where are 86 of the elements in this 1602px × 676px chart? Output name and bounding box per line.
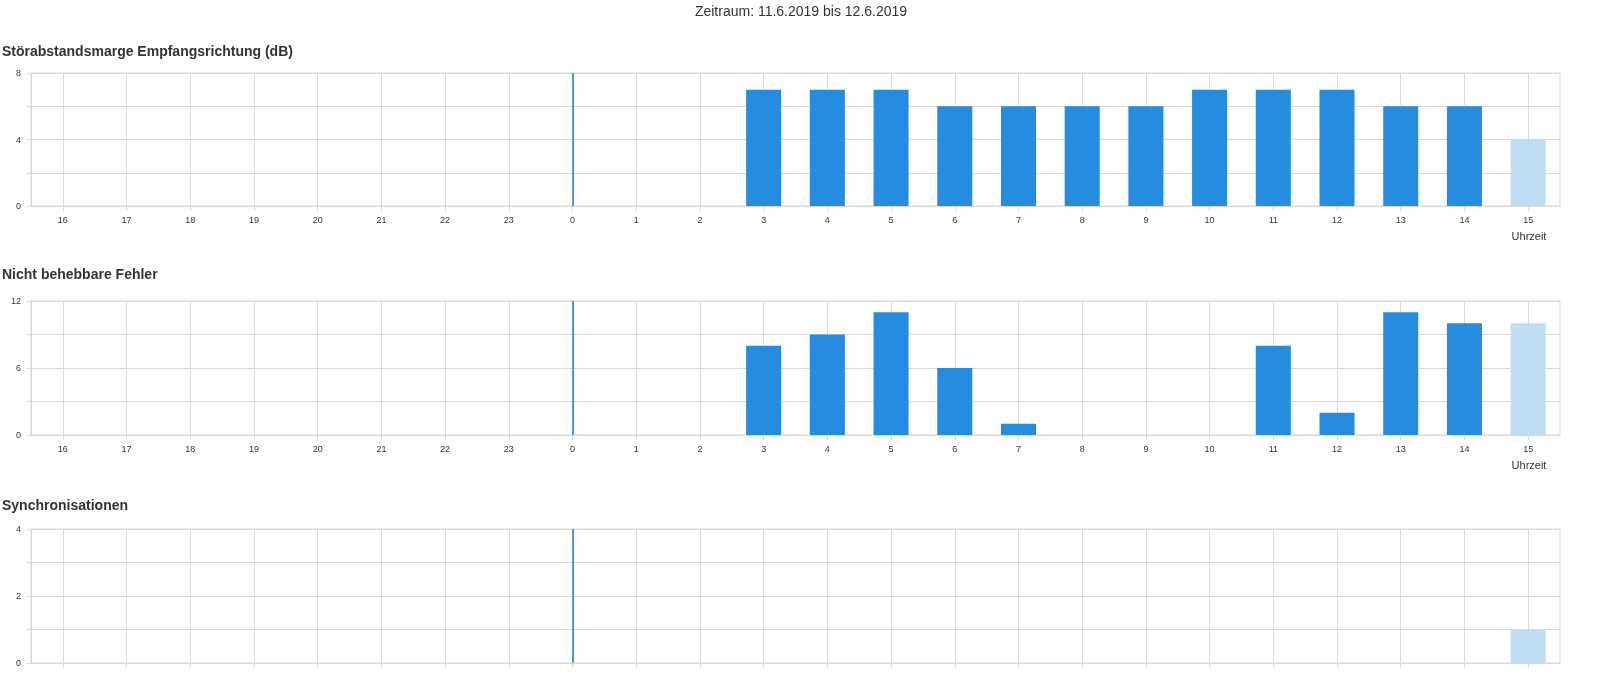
bar xyxy=(1446,323,1482,435)
y-tick-label: 4 xyxy=(15,524,21,534)
x-tick-label: 2 xyxy=(697,443,703,454)
x-tick-label: 14 xyxy=(1459,443,1470,454)
x-tick-label: 4 xyxy=(824,214,830,225)
x-tick-label: 17 xyxy=(121,443,132,454)
x-tick-label: 23 xyxy=(503,214,514,225)
x-tick-label: 21 xyxy=(376,443,387,454)
x-tick-label: 5 xyxy=(888,214,894,225)
x-tick-label: 11 xyxy=(1268,443,1278,454)
bar xyxy=(1319,412,1355,435)
bar xyxy=(1000,423,1036,435)
bar xyxy=(1255,345,1291,435)
y-tick-label: 6 xyxy=(15,363,21,373)
x-tick-label: 0 xyxy=(570,443,576,454)
bar xyxy=(1383,312,1419,435)
x-tick-label: 1 xyxy=(633,443,639,454)
x-tick-label: 3 xyxy=(761,214,767,225)
x-tick-label: 16 xyxy=(57,214,68,225)
y-tick-label: 8 xyxy=(15,68,21,78)
x-tick-label: 10 xyxy=(1204,214,1215,225)
x-tick-label: 20 xyxy=(312,214,323,225)
x-tick-label: 6 xyxy=(952,214,958,225)
chart-title: Störabstandsmarge Empfangsrichtung (dB) xyxy=(2,43,293,59)
chart-title: Synchronisationen xyxy=(2,497,129,513)
x-tick-label: 7 xyxy=(1015,443,1021,454)
text: Zeitraum: 11.6.2019 bis 12.6.2019 xyxy=(694,3,908,19)
y-tick-label: 12 xyxy=(10,296,21,306)
x-tick-label: 13 xyxy=(1395,443,1406,454)
x-tick-label: 15 xyxy=(1523,214,1534,225)
bar xyxy=(809,89,845,206)
x-tick-label: 17 xyxy=(121,214,132,225)
x-tick-label: 6 xyxy=(952,443,958,454)
x-tick-label: 0 xyxy=(570,214,576,225)
bar xyxy=(1319,89,1355,206)
x-axis-title: Uhrzeit xyxy=(1511,458,1547,471)
bar xyxy=(1128,106,1164,206)
y-tick-label: 0 xyxy=(15,430,21,440)
bar xyxy=(937,368,973,435)
x-tick-label: 18 xyxy=(185,443,196,454)
x-tick-label: 2 xyxy=(697,214,703,225)
bar xyxy=(937,106,973,206)
chart-title: Nicht behebbare Fehler xyxy=(2,266,159,282)
y-tick-label: 0 xyxy=(15,658,21,668)
bar xyxy=(1446,106,1482,206)
x-tick-label: 9 xyxy=(1143,443,1149,454)
bar xyxy=(1383,106,1419,206)
x-tick-label: 18 xyxy=(185,214,196,225)
x-tick-label: 19 xyxy=(248,443,259,454)
x-tick-label: 3 xyxy=(761,443,767,454)
x-tick-label: 8 xyxy=(1079,443,1085,454)
x-tick-label: 14 xyxy=(1459,214,1470,225)
bar xyxy=(873,312,909,435)
bar xyxy=(746,345,782,435)
bar xyxy=(1255,89,1291,206)
bar xyxy=(1510,139,1546,206)
x-tick-label: 9 xyxy=(1143,214,1149,225)
bar xyxy=(873,89,909,206)
x-tick-label: 7 xyxy=(1015,214,1021,225)
y-tick-label: 0 xyxy=(15,201,21,211)
y-tick-label: 4 xyxy=(15,134,21,145)
x-tick-label: 8 xyxy=(1079,214,1085,225)
bar xyxy=(809,334,845,435)
x-tick-label: 15 xyxy=(1523,443,1534,454)
bar xyxy=(1192,89,1228,206)
x-tick-label: 19 xyxy=(248,214,259,225)
bar xyxy=(1000,106,1036,206)
x-tick-label: 21 xyxy=(376,214,387,225)
x-tick-label: 23 xyxy=(503,443,514,454)
x-tick-label: 11 xyxy=(1268,214,1278,225)
x-tick-label: 22 xyxy=(440,214,451,225)
bar xyxy=(746,89,782,206)
x-tick-label: 12 xyxy=(1332,443,1343,454)
x-tick-label: 12 xyxy=(1332,214,1343,225)
x-axis-title: Uhrzeit xyxy=(1511,229,1547,242)
bar xyxy=(1510,323,1546,435)
x-tick-label: 22 xyxy=(440,443,451,454)
x-tick-label: 10 xyxy=(1204,443,1215,454)
x-tick-label: 20 xyxy=(312,443,323,454)
x-tick-label: 4 xyxy=(824,443,830,454)
x-tick-label: 16 xyxy=(57,443,68,454)
x-tick-label: 1 xyxy=(633,214,639,225)
x-tick-label: 13 xyxy=(1395,214,1406,225)
y-tick-label: 2 xyxy=(15,591,21,601)
bar xyxy=(1064,106,1100,206)
x-tick-label: 5 xyxy=(888,443,894,454)
